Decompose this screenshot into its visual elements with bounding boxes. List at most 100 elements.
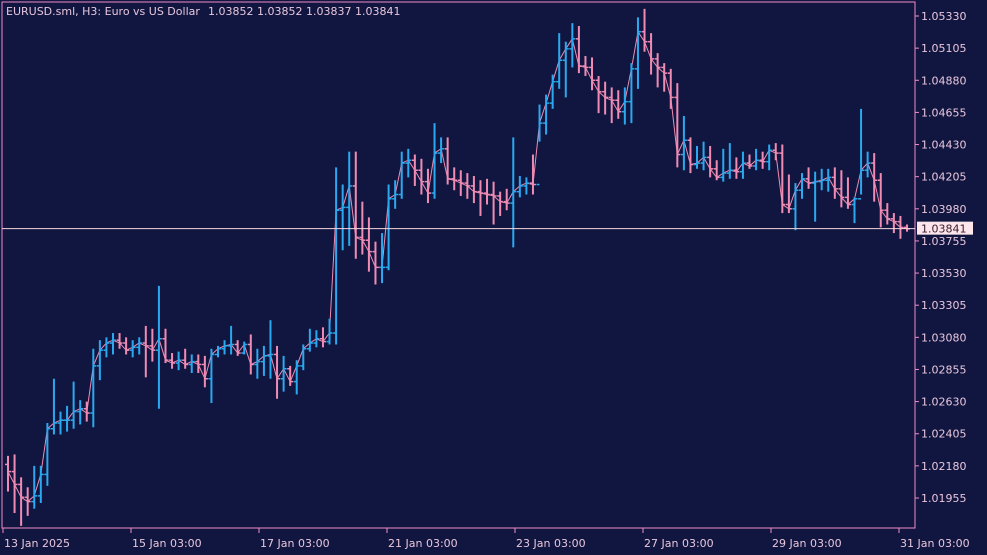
ohlc-bar — [641, 8, 648, 52]
ohlc-bar — [182, 348, 189, 369]
ohlc-bar — [70, 381, 77, 429]
ohlc-bar — [385, 184, 392, 271]
ohlc-bar — [897, 215, 904, 239]
y-tick-label: 1.04880 — [921, 74, 967, 87]
ohlc-bar — [372, 241, 379, 285]
ohlc-bar — [405, 148, 412, 178]
ohlc-bar — [424, 168, 431, 204]
ohlc-bar — [726, 143, 733, 179]
ohlc-bar — [221, 340, 228, 355]
ohlc-bar — [687, 137, 694, 174]
ohlc-bar — [838, 170, 845, 208]
ohlc-bar — [195, 354, 202, 374]
ohlc-bar — [18, 477, 25, 526]
ohlc-bar — [83, 401, 90, 422]
ohlc-bar — [772, 143, 779, 161]
x-tick-label: 15 Jan 03:00 — [132, 537, 202, 550]
y-tick-label: 1.03530 — [921, 267, 967, 280]
ohlc-bar — [470, 175, 477, 204]
x-tick-label: 29 Jan 03:00 — [772, 537, 842, 550]
ohlc-bar — [523, 177, 530, 195]
ohlc-bar — [64, 405, 71, 432]
ohlc-bar — [707, 145, 714, 178]
ohlc-bar — [411, 154, 418, 186]
ohlc-bar — [123, 337, 130, 355]
ohlc-bar — [214, 345, 221, 358]
ohlc-bar — [50, 378, 57, 435]
ohlc-bar — [359, 201, 366, 255]
ohlc-bar — [438, 137, 445, 164]
y-tick-label: 1.04430 — [921, 139, 967, 152]
ohlc-bar — [864, 151, 871, 178]
ohlc-bar — [713, 160, 720, 181]
ohlc-bar — [543, 94, 550, 135]
ohlc-bar — [516, 175, 523, 198]
ohlc-bar — [477, 180, 484, 216]
ohlc-bar — [700, 141, 707, 171]
ohlc-bar — [280, 355, 287, 392]
ohlc-bar — [890, 213, 897, 234]
ohlc-bar — [24, 487, 31, 516]
ohlc-bar — [608, 87, 615, 124]
ohlc-bar — [785, 174, 792, 214]
ohlc-bar — [457, 170, 464, 196]
ohlc-bar — [602, 81, 609, 115]
ohlc-bar — [621, 87, 628, 125]
ohlc-bar — [680, 115, 687, 171]
ohlc-bar — [379, 233, 386, 284]
ohlc-bar — [661, 63, 668, 92]
ohlc-bar — [654, 53, 661, 88]
ohlc-bar — [136, 337, 143, 355]
ohlc-bar — [5, 455, 11, 492]
ohlc-bar — [529, 154, 536, 195]
y-tick-label: 1.01955 — [921, 492, 967, 505]
ohlc-bar — [103, 337, 110, 358]
ohlc-bar — [254, 348, 261, 379]
ohlc-bar — [418, 158, 425, 195]
ohlc-bar — [766, 144, 773, 171]
ohlc-bar — [208, 348, 215, 404]
y-tick-label: 1.02180 — [921, 460, 967, 473]
ohlc-bar — [595, 75, 602, 114]
y-tick-label: 1.04655 — [921, 106, 967, 119]
ohlc-bar — [175, 351, 182, 371]
ohlc-bar — [129, 340, 136, 358]
ohlc-bar — [825, 168, 832, 192]
ohlc-bar — [109, 333, 116, 355]
ohlc-bar — [352, 151, 359, 259]
x-tick-label: 31 Jan 03:00 — [900, 537, 970, 550]
ohlc-bar — [11, 454, 18, 513]
ohlc-bar — [339, 184, 346, 251]
y-tick-label: 1.03980 — [921, 203, 967, 216]
x-tick-label: 21 Jan 03:00 — [388, 537, 458, 550]
ohlc-bar — [228, 325, 235, 355]
ohlc-bar — [346, 151, 353, 246]
ohlc-bar — [142, 325, 149, 378]
ohlc-bars — [5, 8, 910, 526]
current-price-label: 1.03841 — [921, 223, 967, 236]
ohlc-bar — [720, 148, 727, 182]
x-tick-label: 23 Jan 03:00 — [516, 537, 586, 550]
ohlc-bar — [674, 83, 681, 168]
ohlc-bar — [398, 151, 405, 199]
ohlc-bar — [306, 328, 313, 352]
ohlc-bar — [884, 203, 891, 225]
ohlc-bar — [694, 145, 701, 169]
ohlc-bar — [431, 123, 438, 199]
ohlc-bar — [858, 108, 865, 200]
ohlc-bar — [490, 181, 497, 225]
ohlc-bar — [799, 173, 806, 199]
ohlc-bar — [549, 74, 556, 109]
ohlc-bar — [313, 330, 320, 348]
y-tick-label: 1.05105 — [921, 42, 967, 55]
ohlc-bar — [234, 340, 241, 356]
ohlc-bar — [871, 153, 878, 202]
ohlc-bar — [319, 327, 326, 348]
ohlc-bar — [37, 465, 44, 503]
ohlc-bar — [733, 157, 740, 179]
x-tick-label: 17 Jan 03:00 — [260, 537, 330, 550]
ohlc-bar — [556, 33, 563, 89]
ohlc-bar — [805, 167, 812, 189]
ohlc-bar — [287, 365, 294, 386]
